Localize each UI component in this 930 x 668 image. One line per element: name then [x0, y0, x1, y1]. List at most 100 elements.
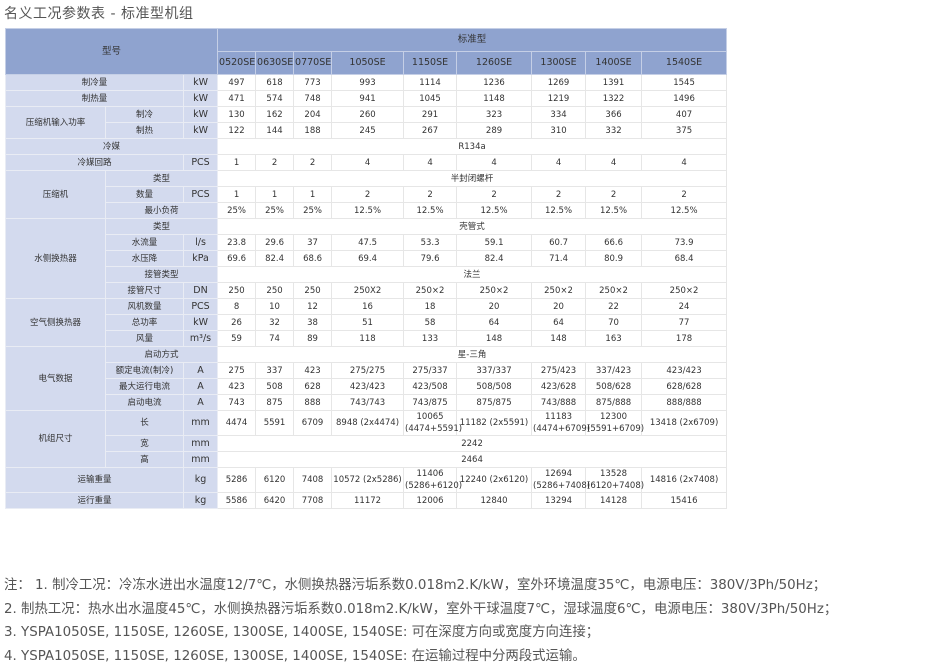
value-cell: 1322 — [586, 91, 642, 107]
row-sub-label: 制冷 — [106, 107, 184, 123]
value-cell: 310 — [532, 123, 586, 139]
unit-cell: kg — [184, 468, 218, 493]
note-1: 注： 1. 制冷工况：冷冻水进出水温度12/7℃，水侧换热器污垢系数0.018m… — [4, 574, 837, 598]
value-cell: 66.6 — [586, 235, 642, 251]
value-cell: 2 — [642, 187, 727, 203]
page-title: 名义工况参数表 - 标准型机组 — [4, 3, 193, 23]
value-cell: 250×2 — [404, 283, 457, 299]
row-label: 运行重量 — [6, 493, 184, 509]
value-cell: 993 — [332, 75, 404, 91]
model-column-header: 1050SE — [332, 52, 404, 75]
note-3: 3. YSPA1050SE, 1150SE, 1260SE, 1300SE, 1… — [4, 621, 837, 645]
value-cell: 12.5% — [586, 203, 642, 219]
model-column-header: 1400SE — [586, 52, 642, 75]
value-cell: 323 — [457, 107, 532, 123]
value-cell: 12.5% — [642, 203, 727, 219]
unit-cell: mm — [184, 452, 218, 468]
value-cell: 5286 — [218, 468, 256, 493]
value-cell: 204 — [294, 107, 332, 123]
row-sub-label: 最小负荷 — [106, 203, 218, 219]
value-cell: 1 — [294, 187, 332, 203]
row-group-label: 机组尺寸 — [6, 411, 106, 468]
value-cell: 118 — [332, 331, 404, 347]
value-cell: 5586 — [218, 493, 256, 509]
value-cell: 375 — [642, 123, 727, 139]
value-cell: 748 — [294, 91, 332, 107]
value-cell: 875 — [256, 395, 294, 411]
value-cell: 7708 — [294, 493, 332, 509]
value-cell: 337/337 — [457, 363, 532, 379]
value-cell: 366 — [586, 107, 642, 123]
row-sub-label: 总功率 — [106, 315, 184, 331]
shared-value-cell: 星-三角 — [218, 347, 727, 363]
value-cell: 497 — [218, 75, 256, 91]
value-cell: 188 — [294, 123, 332, 139]
row-group-label: 压缩机 — [6, 171, 106, 219]
value-cell: 59 — [218, 331, 256, 347]
value-cell: 4 — [332, 155, 404, 171]
value-cell: 888 — [294, 395, 332, 411]
value-cell: 423/423 — [642, 363, 727, 379]
value-cell: 508/628 — [586, 379, 642, 395]
row-sub-label: 风机数量 — [106, 299, 184, 315]
unit-cell: kW — [184, 107, 218, 123]
unit-cell: kW — [184, 91, 218, 107]
table-row: 水侧换热器类型壳管式 — [6, 219, 727, 235]
row-group-label: 空气侧换热器 — [6, 299, 106, 347]
value-cell: 260 — [332, 107, 404, 123]
row-sub-label: 水压降 — [106, 251, 184, 267]
value-cell: 26 — [218, 315, 256, 331]
unit-cell: m³/s — [184, 331, 218, 347]
row-sub-label: 制热 — [106, 123, 184, 139]
row-sub-label: 水流量 — [106, 235, 184, 251]
value-cell: 1545 — [642, 75, 727, 91]
value-cell: 574 — [256, 91, 294, 107]
value-cell: 47.5 — [332, 235, 404, 251]
value-cell: 2 — [532, 187, 586, 203]
value-cell: 14128 — [586, 493, 642, 509]
value-cell: 11406 (5286+6120) — [404, 468, 457, 493]
value-cell: 16 — [332, 299, 404, 315]
value-cell: 2 — [256, 155, 294, 171]
model-column-header: 1300SE — [532, 52, 586, 75]
value-cell: 162 — [256, 107, 294, 123]
note-4: 4. YSPA1050SE, 1150SE, 1260SE, 1300SE, 1… — [4, 645, 837, 668]
value-cell: 337 — [256, 363, 294, 379]
value-cell: 423/423 — [332, 379, 404, 395]
value-cell: 25% — [256, 203, 294, 219]
row-sub-label: 高 — [106, 452, 184, 468]
value-cell: 122 — [218, 123, 256, 139]
value-cell: 22 — [586, 299, 642, 315]
value-cell: 24 — [642, 299, 727, 315]
value-cell: 250×2 — [586, 283, 642, 299]
row-sub-label: 接管尺寸 — [106, 283, 184, 299]
value-cell: 29.6 — [256, 235, 294, 251]
model-column-header: 0520SE — [218, 52, 256, 75]
value-cell: 68.4 — [642, 251, 727, 267]
value-cell: 32 — [256, 315, 294, 331]
value-cell: 12.5% — [457, 203, 532, 219]
unit-cell: kW — [184, 315, 218, 331]
value-cell: 14816 (2x7408) — [642, 468, 727, 493]
unit-cell: mm — [184, 436, 218, 452]
unit-cell: kW — [184, 75, 218, 91]
value-cell: 508 — [256, 379, 294, 395]
shared-value-cell: 2242 — [218, 436, 727, 452]
value-cell: 4474 — [218, 411, 256, 436]
value-cell: 4 — [586, 155, 642, 171]
value-cell: 82.4 — [457, 251, 532, 267]
row-sub-label: 风量 — [106, 331, 184, 347]
value-cell: 12 — [294, 299, 332, 315]
row-label: 冷媒回路 — [6, 155, 184, 171]
table-row: 电气数据启动方式星-三角 — [6, 347, 727, 363]
value-cell: 1 — [256, 187, 294, 203]
